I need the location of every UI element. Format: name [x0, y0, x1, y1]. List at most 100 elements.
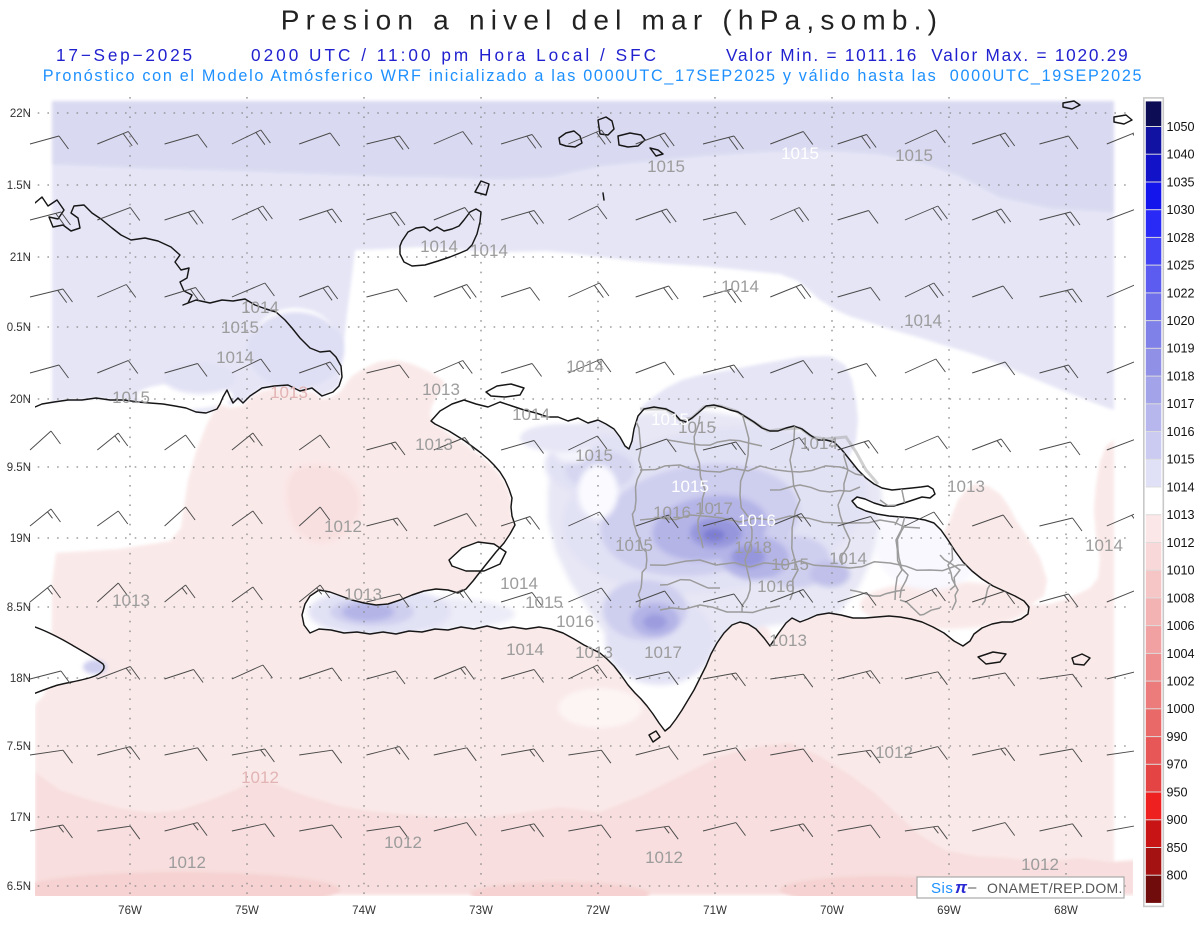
svg-text:20N: 20N	[10, 394, 31, 406]
svg-text:0.5N: 0.5N	[7, 322, 31, 334]
svg-text:76W: 76W	[118, 905, 142, 917]
svg-text:Sis: Sis	[931, 880, 953, 897]
svg-text:70W: 70W	[820, 905, 844, 917]
svg-text:17N: 17N	[10, 812, 31, 824]
svg-text:1015: 1015	[671, 477, 709, 496]
svg-text:0200 UTC / 11:00 pm Hora Local: 0200 UTC / 11:00 pm Hora Local / SFC	[251, 45, 659, 65]
svg-text:Valor Min. = 1011.16 Valor Ma: Valor Min. = 1011.16 Valor Max. = 1020.2…	[726, 45, 1129, 65]
svg-text:1016: 1016	[757, 577, 795, 596]
svg-text:900: 900	[1167, 813, 1188, 827]
svg-text:1040: 1040	[1167, 148, 1195, 162]
svg-text:1050: 1050	[1167, 120, 1195, 134]
svg-text:1030: 1030	[1167, 203, 1195, 217]
svg-text:1004: 1004	[1167, 647, 1195, 661]
svg-text:1020: 1020	[1167, 314, 1195, 328]
svg-text:Pronóstico con el Modelo Atmós: Pronóstico con el Modelo Atmósferico WRF…	[43, 67, 1143, 85]
svg-text:1018: 1018	[734, 538, 772, 557]
svg-text:1014: 1014	[1085, 536, 1123, 555]
svg-text:1014: 1014	[216, 348, 254, 367]
svg-text:1022: 1022	[1167, 286, 1195, 300]
svg-text:1018: 1018	[1167, 370, 1195, 384]
svg-text:22N: 22N	[10, 108, 31, 120]
svg-text:1017: 1017	[1167, 397, 1195, 411]
svg-text:1017: 1017	[644, 643, 682, 662]
svg-text:1015: 1015	[895, 146, 933, 165]
svg-text:850: 850	[1167, 841, 1188, 855]
svg-text:1012: 1012	[168, 853, 206, 872]
svg-text:7.5N: 7.5N	[7, 741, 31, 753]
svg-text:21N: 21N	[10, 252, 31, 264]
svg-text:1012: 1012	[384, 833, 422, 852]
svg-text:1025: 1025	[1167, 259, 1195, 273]
svg-text:68W: 68W	[1054, 905, 1078, 917]
svg-text:6.5N: 6.5N	[7, 881, 31, 893]
svg-text:74W: 74W	[352, 905, 376, 917]
svg-text:800: 800	[1167, 869, 1188, 883]
svg-text:71W: 71W	[703, 905, 727, 917]
svg-text:1013: 1013	[947, 477, 985, 496]
svg-text:950: 950	[1167, 785, 1188, 799]
svg-text:1014: 1014	[512, 405, 550, 424]
svg-text:1015: 1015	[525, 593, 563, 612]
svg-text:1014: 1014	[829, 549, 867, 568]
svg-text:ONAMET/REP.DOM.: ONAMET/REP.DOM.	[987, 880, 1123, 896]
svg-text:1013: 1013	[422, 380, 460, 399]
svg-text:1015: 1015	[771, 555, 809, 574]
svg-text:1006: 1006	[1167, 619, 1195, 633]
svg-text:1014: 1014	[800, 434, 838, 453]
svg-text:1013: 1013	[769, 631, 807, 650]
svg-text:π: π	[955, 878, 968, 897]
svg-text:1015: 1015	[651, 410, 689, 429]
svg-text:1013: 1013	[415, 435, 453, 454]
svg-text:1012: 1012	[1021, 855, 1059, 874]
svg-text:72W: 72W	[586, 905, 610, 917]
svg-text:1012: 1012	[324, 517, 362, 536]
svg-text:1015: 1015	[221, 318, 259, 337]
svg-text:17−Sep−2025: 17−Sep−2025	[56, 45, 195, 65]
svg-text:1008: 1008	[1167, 591, 1195, 605]
svg-text:1014: 1014	[241, 298, 279, 317]
svg-text:–: –	[968, 879, 977, 896]
svg-text:1015: 1015	[575, 446, 613, 465]
svg-text:75W: 75W	[235, 905, 259, 917]
svg-text:1010: 1010	[1167, 564, 1195, 578]
svg-text:1016: 1016	[556, 612, 594, 631]
svg-text:1016: 1016	[738, 511, 776, 530]
svg-text:1035: 1035	[1167, 175, 1195, 189]
svg-text:Presion a nivel del mar (hPa,s: Presion a nivel del mar (hPa,somb.)	[281, 5, 943, 36]
svg-text:1017: 1017	[695, 499, 733, 518]
svg-text:18N: 18N	[10, 673, 31, 685]
svg-text:1014: 1014	[904, 311, 942, 330]
svg-text:1019: 1019	[1167, 342, 1195, 356]
svg-text:1015: 1015	[647, 157, 685, 176]
svg-text:1013: 1013	[112, 591, 150, 610]
svg-text:1015: 1015	[678, 418, 716, 437]
svg-text:1013: 1013	[270, 383, 308, 402]
svg-text:1000: 1000	[1167, 702, 1195, 716]
svg-text:1012: 1012	[645, 848, 683, 867]
svg-text:19N: 19N	[10, 533, 31, 545]
svg-text:1013: 1013	[1167, 508, 1195, 522]
svg-text:1012: 1012	[241, 768, 279, 787]
svg-text:970: 970	[1167, 758, 1188, 772]
svg-text:1016: 1016	[1167, 425, 1195, 439]
svg-text:1015: 1015	[112, 388, 150, 407]
svg-text:1015: 1015	[1167, 453, 1195, 467]
svg-text:9.5N: 9.5N	[7, 462, 31, 474]
svg-text:1016: 1016	[653, 503, 691, 522]
svg-text:1014: 1014	[1167, 480, 1195, 494]
svg-text:1012: 1012	[875, 743, 913, 762]
svg-text:8.5N: 8.5N	[7, 602, 31, 614]
svg-text:1015: 1015	[781, 144, 819, 163]
svg-text:1.5N: 1.5N	[7, 180, 31, 192]
svg-text:1013: 1013	[575, 643, 613, 662]
svg-text:990: 990	[1167, 730, 1188, 744]
svg-text:1014: 1014	[721, 277, 759, 296]
svg-text:1014: 1014	[470, 241, 508, 260]
svg-text:1014: 1014	[500, 574, 538, 593]
svg-text:1002: 1002	[1167, 675, 1195, 689]
svg-text:1013: 1013	[344, 585, 382, 604]
svg-text:73W: 73W	[469, 905, 493, 917]
svg-text:1015: 1015	[615, 536, 653, 555]
svg-text:1012: 1012	[1167, 536, 1195, 550]
